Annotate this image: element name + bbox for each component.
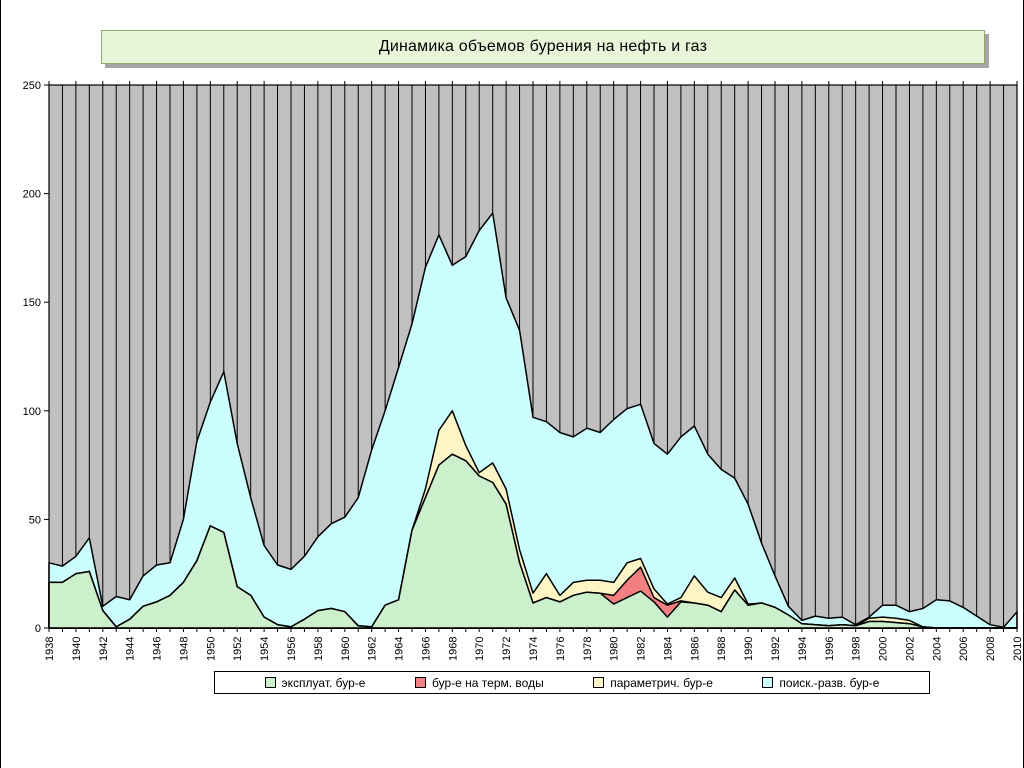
x-tick-label: 1958 bbox=[313, 637, 325, 661]
y-tick-label: 0 bbox=[35, 623, 41, 635]
x-tick-label: 2002 bbox=[904, 637, 916, 661]
area-series-0 bbox=[48, 453, 1018, 629]
x-tick-label: 1970 bbox=[474, 637, 486, 661]
x-tick-label: 1990 bbox=[743, 637, 755, 661]
x-tick-label: 1966 bbox=[420, 637, 432, 661]
x-tick-label: 1972 bbox=[501, 637, 513, 661]
legend-swatch-yellow bbox=[593, 677, 605, 688]
x-tick-label: 1948 bbox=[178, 637, 190, 661]
legend-item: бур-е на терм. воды bbox=[415, 676, 544, 690]
x-tick-label: 2006 bbox=[958, 637, 970, 661]
x-tick-label: 1944 bbox=[125, 637, 137, 661]
x-tick-label: 1988 bbox=[716, 637, 728, 661]
x-tick-label: 1998 bbox=[851, 637, 863, 661]
chart-title: Динамика объемов бурения на нефть и газ bbox=[378, 38, 708, 55]
x-tick-label: 1960 bbox=[340, 637, 352, 661]
legend-swatch-blue bbox=[762, 677, 774, 688]
legend-item: параметрич. бур-е bbox=[593, 676, 713, 690]
legend-swatch-red bbox=[415, 677, 426, 688]
x-tick-label: 1964 bbox=[394, 637, 406, 661]
x-tick-label: 1956 bbox=[286, 637, 298, 661]
x-tick-label: 2010 bbox=[1012, 637, 1024, 661]
legend-item: эксплуат. бур-е bbox=[264, 675, 366, 690]
x-tick-label: 1952 bbox=[232, 637, 244, 661]
x-tick-label: 2008 bbox=[985, 637, 997, 661]
y-tick-label: 200 bbox=[23, 189, 41, 201]
y-tick-label: 150 bbox=[23, 297, 41, 309]
legend-label: параметрич. бур-е bbox=[610, 675, 713, 690]
area-series-3 bbox=[48, 212, 1018, 629]
x-tick-label: 1950 bbox=[205, 637, 217, 661]
x-tick-label: 1940 bbox=[71, 637, 83, 661]
legend-label: поиск.-разв. бур-е bbox=[779, 675, 880, 690]
y-tick-label: 250 bbox=[23, 80, 41, 92]
x-tick-label: 1962 bbox=[367, 637, 379, 661]
y-tick-label: 100 bbox=[23, 406, 41, 418]
x-tick-label: 1992 bbox=[770, 637, 782, 661]
chart-title-box: Динамика объемов бурения на нефть и газ bbox=[101, 30, 985, 64]
x-tick-label: 1982 bbox=[636, 637, 648, 661]
legend-label: эксплуат. бур-е bbox=[281, 675, 366, 690]
x-tick-label: 1996 bbox=[824, 637, 836, 661]
legend-label: бур-е на терм. воды bbox=[432, 675, 544, 690]
x-tick-label: 1984 bbox=[662, 637, 674, 661]
x-tick-label: 1978 bbox=[582, 637, 594, 661]
y-tick-label: 50 bbox=[29, 514, 41, 526]
x-tick-label: 1976 bbox=[555, 637, 567, 661]
x-tick-label: 2000 bbox=[878, 637, 890, 661]
x-tick-label: 1994 bbox=[797, 637, 809, 661]
legend-item: поиск.-разв. бур-е bbox=[762, 676, 879, 690]
x-tick-label: 1968 bbox=[447, 637, 459, 661]
x-tick-label: 2004 bbox=[931, 637, 943, 661]
x-tick-label: 1938 bbox=[44, 637, 56, 661]
x-tick-label: 1980 bbox=[609, 637, 621, 661]
legend-swatch-green bbox=[264, 677, 276, 688]
legend: эксплуат. бур-е бур-е на терм. воды пара… bbox=[214, 671, 930, 694]
x-tick-label: 1954 bbox=[259, 637, 271, 661]
x-tick-label: 1942 bbox=[98, 637, 110, 661]
x-tick-label: 1946 bbox=[152, 637, 164, 661]
x-tick-label: 1974 bbox=[528, 637, 540, 661]
x-tick-label: 1986 bbox=[689, 637, 701, 661]
